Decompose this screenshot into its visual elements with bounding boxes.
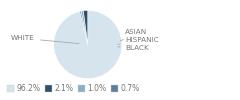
Text: ASIAN: ASIAN [120, 29, 148, 41]
Wedge shape [54, 10, 122, 79]
Text: WHITE: WHITE [11, 35, 79, 44]
Legend: 96.2%, 2.1%, 1.0%, 0.7%: 96.2%, 2.1%, 1.0%, 0.7% [4, 81, 143, 96]
Wedge shape [83, 10, 88, 44]
Text: HISPANIC: HISPANIC [118, 37, 159, 45]
Text: BLACK: BLACK [118, 45, 149, 51]
Wedge shape [80, 11, 88, 44]
Wedge shape [81, 11, 88, 44]
